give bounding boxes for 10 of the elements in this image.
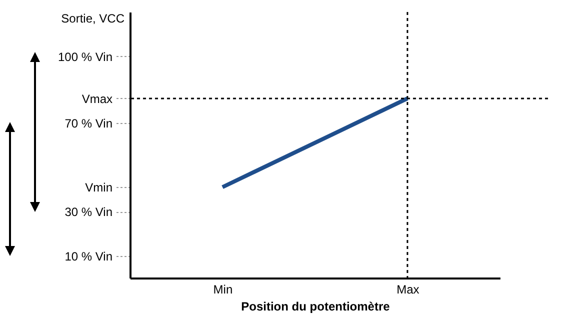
x-tick-label: Min xyxy=(213,282,233,296)
y-tick-label: Vmax xyxy=(82,92,112,106)
x-tick-label: Max xyxy=(396,282,420,296)
y-tick-label: 70 % Vin xyxy=(64,116,112,130)
y-axis-title: Sortie, VCC xyxy=(61,12,125,26)
x-axis-title: Position du potentiomètre xyxy=(241,300,390,314)
y-tick-label: 30 % Vin xyxy=(64,205,112,219)
y-tick-label: 100 % Vin xyxy=(58,50,112,64)
y-tick-label: Vmin xyxy=(85,180,112,195)
y-tick-label: 10 % Vin xyxy=(64,249,112,264)
